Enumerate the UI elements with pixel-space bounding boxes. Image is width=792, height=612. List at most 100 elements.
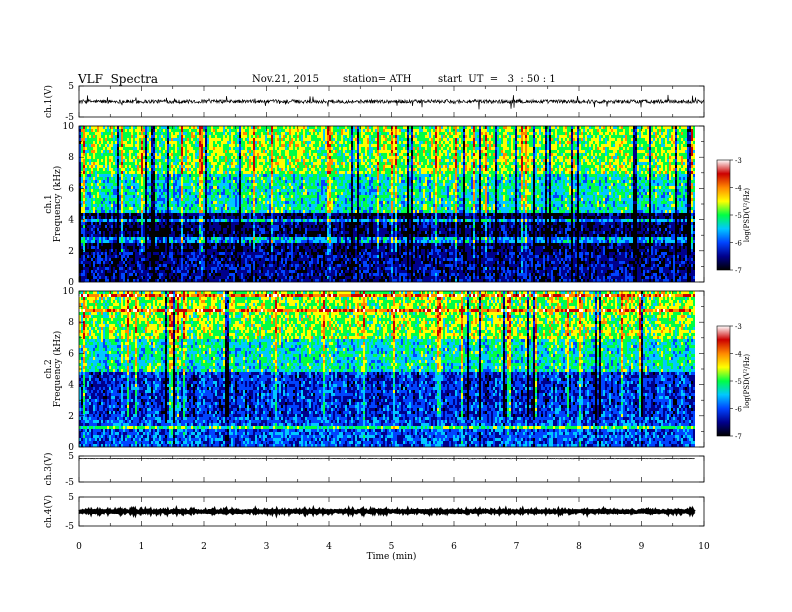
spectrogram-cell — [327, 129, 329, 132]
spectrogram-cell — [231, 153, 233, 156]
spectrogram-cell — [331, 156, 333, 159]
spectrogram-cell — [593, 150, 595, 153]
spectrogram-cell — [409, 150, 411, 153]
spectrogram-cell — [291, 150, 293, 153]
spectrogram-cell — [253, 132, 255, 135]
spectrogram-cell — [555, 159, 557, 162]
spectrogram-cell — [393, 165, 395, 168]
spectrogram-cell — [283, 147, 285, 150]
spectrogram-cell — [177, 138, 179, 141]
spectrogram-cell — [487, 168, 489, 171]
spectrogram-cell — [303, 165, 305, 168]
spectrogram-cell — [191, 174, 193, 177]
spectrogram-cell — [393, 126, 395, 129]
spectrogram-cell — [345, 165, 347, 168]
spectrogram-cell — [655, 135, 657, 138]
spectrogram-cell — [351, 168, 353, 171]
spectrogram-cell — [647, 141, 649, 144]
spectrogram-cell — [229, 159, 231, 162]
spectrogram-cell — [375, 156, 377, 159]
spectrogram-cell — [481, 135, 483, 138]
spectrogram-cell — [195, 150, 197, 153]
spectrogram-cell — [455, 168, 457, 171]
spectrogram-cell — [193, 162, 195, 165]
spectrogram-cell — [361, 147, 363, 150]
spectrogram-cell — [203, 162, 205, 165]
spectrogram-cell — [571, 156, 573, 159]
spectrogram-cell — [451, 132, 453, 135]
spectrogram-cell — [565, 132, 567, 135]
spectrogram-cell — [337, 171, 339, 174]
spectrogram-cell — [183, 144, 185, 147]
spectrogram-cell — [109, 171, 111, 174]
spectrogram-cell — [669, 153, 671, 156]
spectrogram-cell — [661, 171, 663, 174]
spectrogram-cell — [595, 162, 597, 165]
spectrogram-cell — [205, 174, 207, 177]
spectrogram-cell — [185, 144, 187, 147]
spectrogram-cell — [619, 144, 621, 147]
spectrogram-cell — [621, 147, 623, 150]
spectrogram-cell — [667, 147, 669, 150]
spectrogram-cell — [661, 156, 663, 159]
spectrogram-cell — [323, 165, 325, 168]
spectrogram-cell — [129, 141, 131, 144]
spectrogram-cell — [509, 138, 511, 141]
spectrogram-cell — [255, 171, 257, 174]
spectrogram-cell — [501, 147, 503, 150]
spectrogram-cell — [527, 141, 529, 144]
spectrogram-cell — [97, 141, 99, 144]
spectrogram-cell — [281, 165, 283, 168]
spectrogram-cell — [603, 168, 605, 171]
spectrogram-cell — [615, 129, 617, 132]
spectrogram-cell — [85, 135, 87, 138]
spectrogram-cell — [511, 171, 513, 174]
spectrogram-cell — [421, 168, 423, 171]
spectrogram-cell — [571, 129, 573, 132]
spectrogram-cell — [351, 141, 353, 144]
spectrogram-cell — [117, 165, 119, 168]
spectrogram-cell — [161, 144, 163, 147]
spectrogram-cell — [99, 171, 101, 174]
spectrogram-cell — [157, 162, 159, 165]
spectrogram-cell — [321, 171, 323, 174]
spectrogram-cell — [221, 153, 223, 156]
spectrogram-cell — [469, 162, 471, 165]
spectrogram-cell — [131, 162, 133, 165]
spectrogram-cell — [401, 159, 403, 162]
spectrogram-cell — [669, 165, 671, 168]
spectrogram-cell — [359, 150, 361, 153]
spectrogram-cell — [367, 138, 369, 141]
spectrogram-cell — [405, 147, 407, 150]
spectrogram-cell — [169, 132, 171, 135]
spectrogram-cell — [431, 141, 433, 144]
spectrogram-cell — [113, 138, 115, 141]
spectrogram-cell — [587, 153, 589, 156]
spectrogram-cell — [467, 156, 469, 159]
spectrogram-cell — [567, 144, 569, 147]
spectrogram-cell — [143, 138, 145, 141]
spectrogram-cell — [545, 168, 547, 171]
spectrogram-cell — [671, 138, 673, 141]
spectrogram-cell — [539, 171, 541, 174]
spectrogram-cell — [261, 156, 263, 159]
spectrogram-cell — [593, 132, 595, 135]
spectrogram-cell — [301, 165, 303, 168]
spectrogram-cell — [323, 159, 325, 162]
spectrogram-cell — [229, 144, 231, 147]
spectrogram-cell — [551, 144, 553, 147]
spectrogram-cell — [637, 147, 639, 150]
spectrogram-cell — [201, 153, 203, 156]
spectrogram-cell — [465, 147, 467, 150]
spectrogram-cell — [493, 153, 495, 156]
spectrogram-cell — [503, 144, 505, 147]
spectrogram-cell — [425, 171, 427, 174]
spectrogram-cell — [343, 159, 345, 162]
spectrogram-cell — [455, 147, 457, 150]
spectrogram-cell — [327, 135, 329, 138]
spectrogram-cell — [381, 132, 383, 135]
spectrogram-cell — [291, 138, 293, 141]
spectrogram-cell — [453, 153, 455, 156]
spectrogram-cell — [385, 126, 387, 129]
spectrogram-cell — [685, 132, 687, 135]
